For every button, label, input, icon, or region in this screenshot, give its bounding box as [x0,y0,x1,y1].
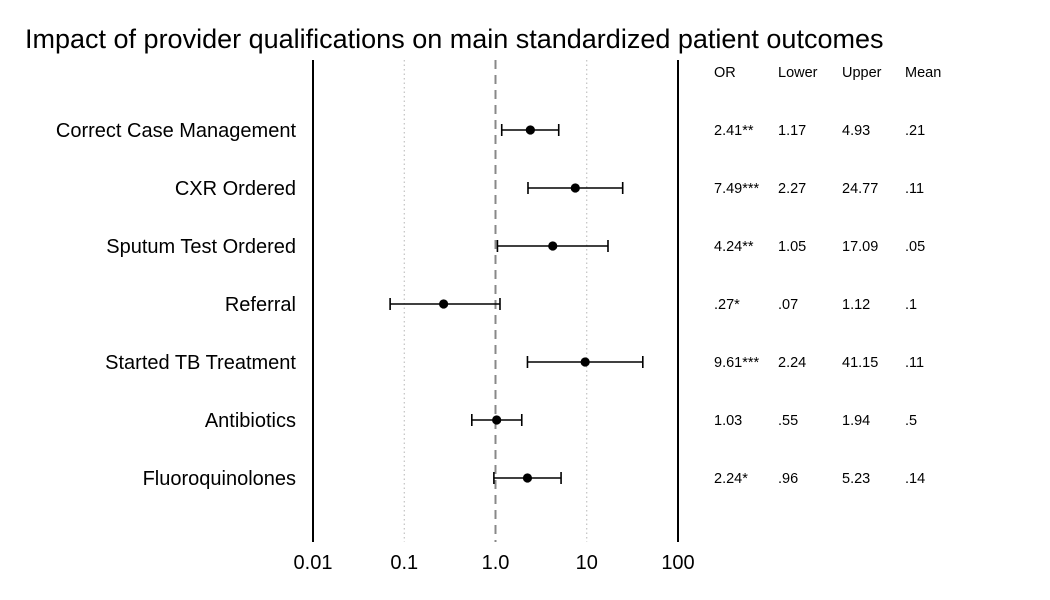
x-tick-label: 0.1 [390,552,418,574]
table-cell: .07 [778,297,798,313]
table-cell: 1.05 [778,239,806,255]
category-label: CXR Ordered [175,178,296,200]
point-estimate [580,357,590,367]
table-cell: 2.24 [778,355,806,371]
table-cell: 5.23 [842,471,870,487]
x-tick-label: 1.0 [482,552,510,574]
table-cell: .96 [778,471,798,487]
table-cell: 9.61*** [714,355,760,371]
point-estimate [492,415,502,425]
table-header: Upper [842,65,882,81]
ci-row [471,414,523,426]
point-estimate [522,473,533,483]
table-cell: 4.93 [842,123,870,139]
category-label: Correct Case Management [56,120,297,142]
ci-row [527,182,624,194]
grid-lines [403,60,588,542]
table-cell: 41.15 [842,355,878,371]
point-estimate [570,183,580,193]
table-cell: .11 [905,355,924,371]
x-tick-label: 0.01 [294,552,333,574]
ci-row [500,124,560,136]
table-header: OR [714,65,736,81]
x-tick-label: 100 [661,552,694,574]
table-cell: 24.77 [842,181,878,197]
point-estimate [525,125,535,135]
plot-frame [312,60,679,542]
ci-row [526,356,644,368]
table-cell: 7.49*** [714,181,760,197]
table-cell: 2.41** [714,123,754,139]
category-labels: Correct Case Management CXR Ordered Sputum… [56,120,297,490]
x-tick-label: 10 [576,552,598,574]
ci-row [496,240,609,252]
table-cell: 1.12 [842,297,870,313]
table-cell: 17.09 [842,239,878,255]
results-table: OR Lower Upper Mean 2.41** 1.17 4.93 .21 7.49***… [714,65,941,487]
table-cell: 1.94 [842,413,870,429]
x-axis-ticks: 0.01 0.1 1.0 10 100 [294,552,695,574]
category-label: Started TB Treatment [105,352,296,374]
table-cell: .05 [905,239,925,255]
table-cell: .27* [714,297,740,313]
category-label: Fluoroquinolones [143,468,296,490]
table-cell: .1 [905,297,917,313]
ci-row [493,472,562,484]
table-cell: 1.03 [714,413,742,429]
table-cell: .14 [905,471,925,487]
ci-row [389,298,501,310]
table-cell: 2.27 [778,181,806,197]
table-cell: .21 [905,123,925,139]
category-label: Antibiotics [205,410,296,432]
point-estimate [439,299,449,309]
category-label: Referral [225,294,296,316]
table-header: Lower [778,65,818,81]
table-cell: .11 [905,181,924,197]
category-label: Sputum Test Ordered [106,236,296,258]
table-cell: 1.17 [778,123,806,139]
chart-title: Impact of provider qualifications on mai… [25,24,883,54]
table-header: Mean [905,65,941,81]
table-cell: .5 [905,413,917,429]
point-estimate [548,241,558,251]
table-cell: .55 [778,413,798,429]
table-cell: 2.24* [714,471,748,487]
estimates-with-ci [389,124,644,484]
table-cell: 4.24** [714,239,754,255]
